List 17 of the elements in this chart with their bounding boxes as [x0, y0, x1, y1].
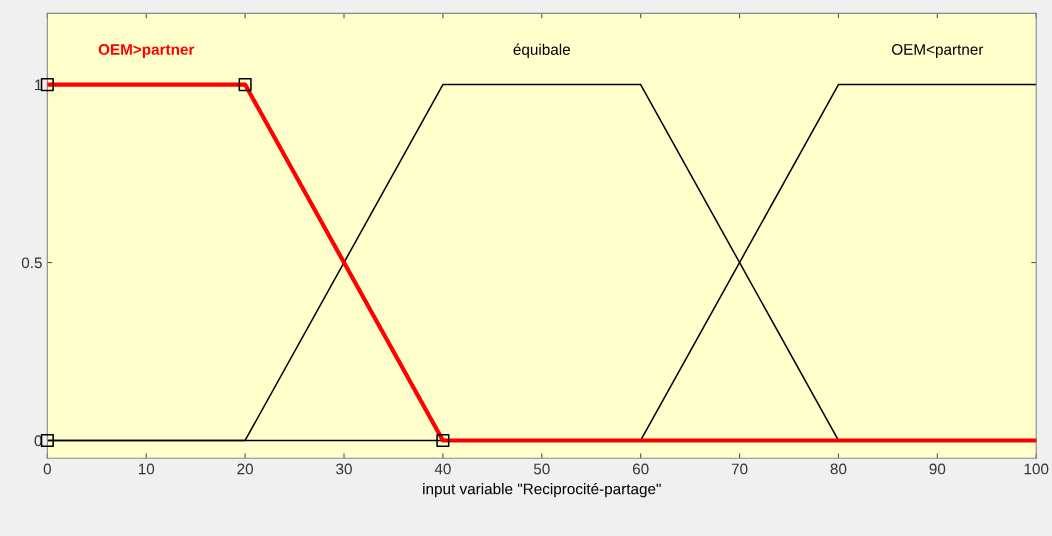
x-tick-label: 0 — [43, 463, 51, 475]
y-tick-label: 0.5 — [21, 257, 42, 269]
x-tick-label: 30 — [336, 463, 352, 475]
x-tick-label: 100 — [1024, 463, 1049, 475]
x-tick-label: 80 — [830, 463, 847, 475]
x-tick-label: 70 — [731, 463, 748, 475]
x-tick-label: 10 — [138, 463, 155, 475]
series-label: équibale — [513, 43, 570, 58]
x-tick-label: 60 — [632, 463, 649, 475]
x-axis-title: input variable "Reciprocité-partage" — [423, 482, 661, 498]
series-label: OEM>partner — [98, 44, 195, 58]
x-tick-label: 40 — [434, 463, 451, 475]
x-tick-label: 20 — [237, 463, 254, 475]
x-tick-label: 50 — [533, 463, 550, 475]
x-tick-label: 90 — [929, 463, 946, 475]
series-label: OEM<partner — [891, 44, 984, 58]
y-tick-label: 1 — [35, 79, 42, 91]
